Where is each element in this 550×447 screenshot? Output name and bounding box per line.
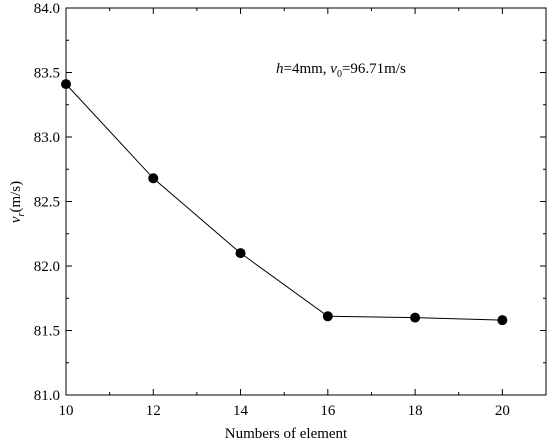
y-axis-ticks — [66, 7, 546, 396]
y-tick-label: 84.0 — [34, 1, 60, 17]
x-axis-label: Numbers of element — [225, 426, 348, 442]
annotation-v-sub: 0 — [337, 69, 342, 80]
x-tick-label: 10 — [59, 403, 74, 419]
y-tick-label: 82.0 — [34, 259, 60, 275]
chart-annotation: h=4mm, v0=96.71m/s — [276, 61, 406, 80]
y-axis-label-sub: r — [16, 212, 27, 216]
annotation-h-value: =4mm, — [284, 61, 331, 77]
data-point — [148, 173, 159, 184]
annotation-h-var: h — [276, 61, 284, 77]
y-axis-label-unit: (m/s) — [8, 181, 24, 213]
x-axis-ticks — [65, 8, 503, 395]
y-axis-tick-labels: 81.0 81.5 82.0 82.5 83.0 83.5 84.0 — [34, 1, 60, 404]
y-tick-label: 83.5 — [34, 66, 60, 82]
series-line — [65, 83, 503, 321]
data-point — [497, 315, 508, 326]
x-tick-label: 12 — [146, 403, 161, 419]
data-point — [322, 311, 333, 322]
x-tick-label: 18 — [408, 403, 423, 419]
x-tick-label: 14 — [233, 403, 249, 419]
y-tick-label: 83.0 — [34, 130, 60, 146]
y-axis-label: vr(m/s) — [8, 181, 27, 223]
x-tick-label: 16 — [320, 403, 336, 419]
y-tick-label: 81.0 — [34, 388, 60, 404]
data-points — [61, 79, 508, 326]
y-axis-label-var: v — [8, 216, 24, 223]
annotation-v-value: =96.71m/s — [342, 61, 406, 77]
x-axis-tick-labels: 10 12 14 16 18 20 — [59, 403, 510, 419]
y-tick-label: 81.5 — [34, 324, 60, 340]
x-tick-label: 20 — [495, 403, 510, 419]
data-point — [410, 312, 421, 323]
data-point — [61, 79, 71, 90]
annotation-v-var: v — [330, 61, 337, 77]
data-point — [235, 248, 246, 259]
y-tick-label: 82.5 — [34, 195, 60, 211]
